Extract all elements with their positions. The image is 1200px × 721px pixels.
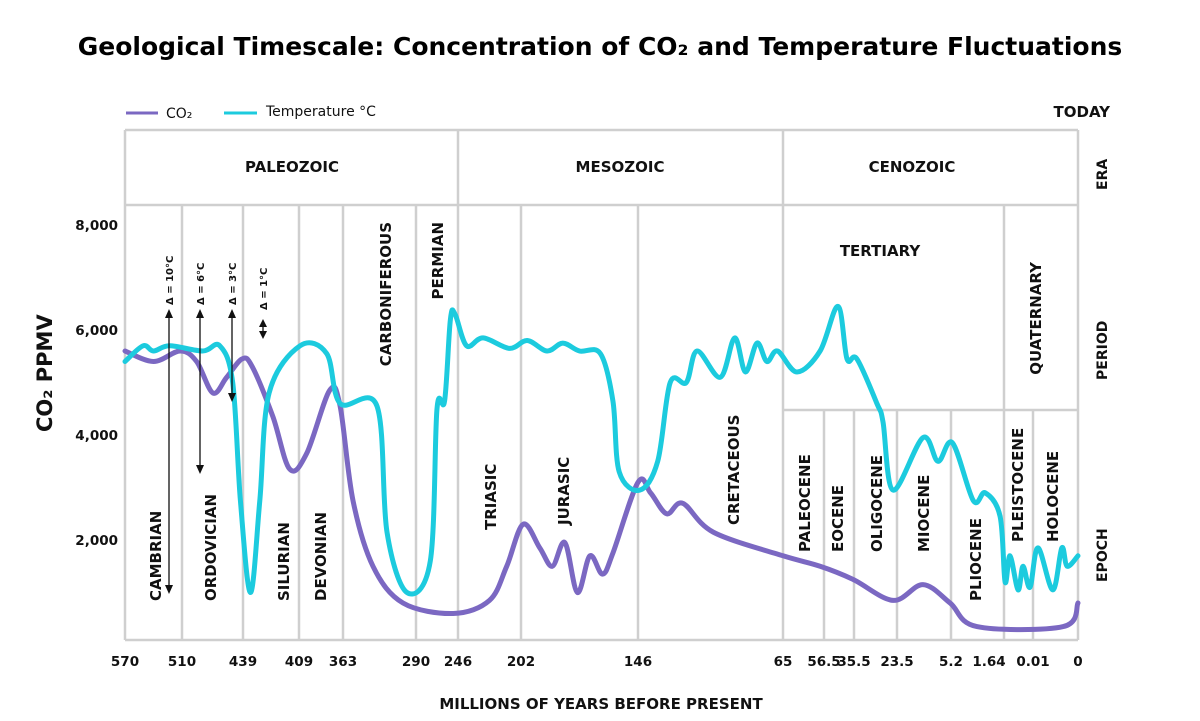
x-axis-title: MILLIONS OF YEARS BEFORE PRESENT	[439, 695, 763, 713]
legend: CO₂ Temperature °C	[126, 104, 376, 122]
epoch-paleocene: PALEOCENE	[796, 454, 814, 552]
x-tick-label: 246	[444, 654, 472, 670]
x-tick-label: 363	[329, 654, 357, 670]
legend-co2-label: CO₂	[166, 106, 192, 122]
x-tick-label: 23.5	[880, 654, 913, 670]
epoch-pliocene: PLIOCENE	[967, 518, 985, 601]
epoch-eocene: EOCENE	[829, 485, 847, 552]
row-label-epoch: EPOCH	[1095, 528, 1111, 582]
co2-line	[122, 348, 1081, 633]
row-label-era: ERA	[1095, 159, 1111, 190]
y-axis-title: CO₂ PPMV	[33, 314, 57, 432]
delta-10-label: Δ = 10°C	[165, 256, 176, 305]
period-jurasic: JURASIC	[555, 457, 573, 526]
series-layer	[122, 303, 1081, 633]
chart-title: Geological Timescale: Concentration of C…	[78, 32, 1123, 61]
era-cenozoic: CENOZOIC	[869, 158, 956, 176]
x-tick-label: 35.5	[837, 654, 870, 670]
x-tick-label: 510	[168, 654, 196, 670]
period-devonian: DEVONIAN	[312, 512, 330, 601]
x-tick-label: 0	[1073, 654, 1082, 670]
x-axis: 570 510 439 409 363 290 246 202 146 65 56.535.5 23.…	[111, 654, 1083, 670]
x-tick-label: 146	[624, 654, 652, 670]
delta-1-arrowheads	[259, 319, 267, 339]
x-tick-label: 570	[111, 654, 139, 670]
period-quaternary: QUATERNARY	[1027, 261, 1045, 375]
y-tick-label: 4,000	[75, 428, 118, 444]
x-tick-label: 1.64	[972, 654, 1005, 670]
today-label: TODAY	[1054, 103, 1112, 121]
period-ordovician: ORDOVICIAN	[202, 494, 220, 601]
delta-6-label: Δ = 6°C	[196, 263, 207, 305]
epoch-holocene: HOLOCENE	[1044, 451, 1062, 542]
x-tick-label: 202	[507, 654, 535, 670]
y-axis: 8,000 6,000 4,000 2,000	[75, 218, 118, 549]
y-tick-label: 8,000	[75, 218, 118, 234]
period-silurian: SILURIAN	[275, 522, 293, 601]
era-paleozoic: PALEOZOIC	[245, 158, 339, 176]
row-label-period: PERIOD	[1095, 321, 1111, 380]
epoch-pleistocene: PLEISTOCENE	[1009, 428, 1027, 542]
period-tertiary: TERTIARY	[840, 242, 922, 260]
x-tick-label: 56.5	[807, 654, 840, 670]
temperature-line	[122, 303, 1081, 597]
delta-1-label: Δ = 1°C	[259, 268, 270, 310]
era-mesozoic: MESOZOIC	[576, 158, 665, 176]
x-tick-label: 5.2	[939, 654, 963, 670]
epoch-miocene: MIOCENE	[915, 475, 933, 552]
epoch-oligocene: OLIGOCENE	[868, 455, 886, 552]
period-permian: PERMIAN	[429, 222, 447, 299]
delta-3-label: Δ = 3°C	[228, 263, 239, 305]
x-tick-label: 290	[402, 654, 430, 670]
x-tick-label: 65	[774, 654, 793, 670]
period-cretaceous: CRETACEOUS	[725, 415, 743, 525]
x-tick-label: 409	[285, 654, 313, 670]
y-tick-label: 6,000	[75, 323, 118, 339]
x-tick-label: 0.01	[1016, 654, 1049, 670]
y-tick-label: 2,000	[75, 533, 118, 549]
period-cambrian: CAMBRIAN	[147, 511, 165, 601]
timescale-grid	[123, 128, 1080, 642]
period-triasic: TRIASIC	[482, 464, 500, 530]
x-tick-label: 439	[229, 654, 257, 670]
delta-annotations	[165, 309, 267, 594]
legend-temperature-label: Temperature °C	[265, 104, 376, 120]
period-carboniferous: CARBONIFEROUS	[377, 222, 395, 366]
